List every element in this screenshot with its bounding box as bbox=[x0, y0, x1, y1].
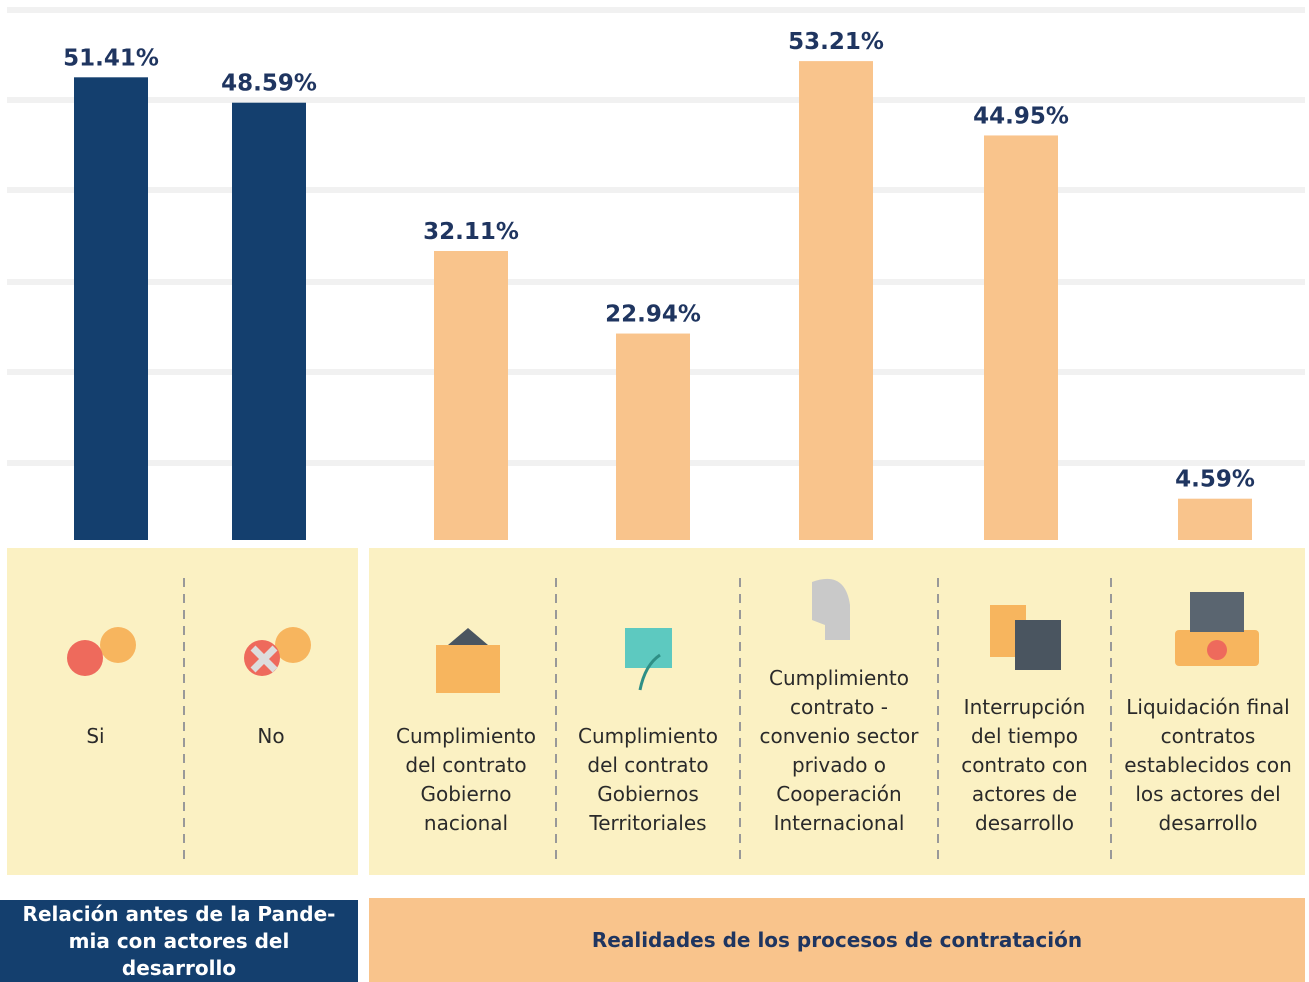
category-text: Cumplimiento del contrato Gobiernos Terr… bbox=[577, 724, 719, 835]
group-label: Relación antes de la Pande-mia con actor… bbox=[0, 900, 358, 982]
value-label: 48.59% bbox=[221, 71, 317, 97]
category-label: Cumplimiento del contrato Gobierno nacio… bbox=[376, 660, 556, 838]
value-label: 22.94% bbox=[605, 302, 701, 328]
category-label: Si bbox=[7, 722, 184, 751]
value-label: 53.21% bbox=[788, 29, 884, 55]
category-text: Si bbox=[86, 724, 105, 748]
panel bbox=[7, 548, 358, 875]
group-title: Realidades de los procesos de contrataci… bbox=[591, 927, 1083, 952]
category-label: Liquidación final contratos establecidos… bbox=[1111, 660, 1305, 838]
group-title: Relación antes de la Pande-mia con actor… bbox=[22, 901, 336, 980]
bar bbox=[74, 77, 148, 540]
group-label: Realidades de los procesos de contrataci… bbox=[369, 898, 1305, 982]
icons bbox=[67, 578, 1259, 693]
bar bbox=[616, 333, 690, 540]
category-text: Liquidación final contratos establecidos… bbox=[1124, 695, 1292, 835]
bar bbox=[984, 135, 1058, 540]
bar bbox=[1178, 498, 1252, 540]
category-label: Cumplimiento contrato - convenio sector … bbox=[740, 660, 938, 838]
category-label: Interrupción del tiempo contrato con act… bbox=[938, 660, 1111, 838]
bar bbox=[434, 251, 508, 540]
value-label: 4.59% bbox=[1175, 467, 1255, 493]
category-label: No bbox=[184, 722, 358, 751]
bar bbox=[232, 102, 306, 540]
category-label: Cumplimiento del contrato Gobiernos Terr… bbox=[556, 660, 740, 838]
value-label: 32.11% bbox=[423, 219, 519, 245]
value-label: 44.95% bbox=[973, 103, 1069, 129]
category-text: Cumplimiento contrato - convenio sector … bbox=[759, 666, 919, 835]
category-text: Cumplimiento del contrato Gobierno nacio… bbox=[395, 724, 537, 835]
bar bbox=[799, 61, 873, 541]
category-text: Interrupción del tiempo contrato con act… bbox=[961, 695, 1088, 835]
category-text: No bbox=[257, 724, 285, 748]
value-label: 51.41% bbox=[63, 45, 159, 71]
